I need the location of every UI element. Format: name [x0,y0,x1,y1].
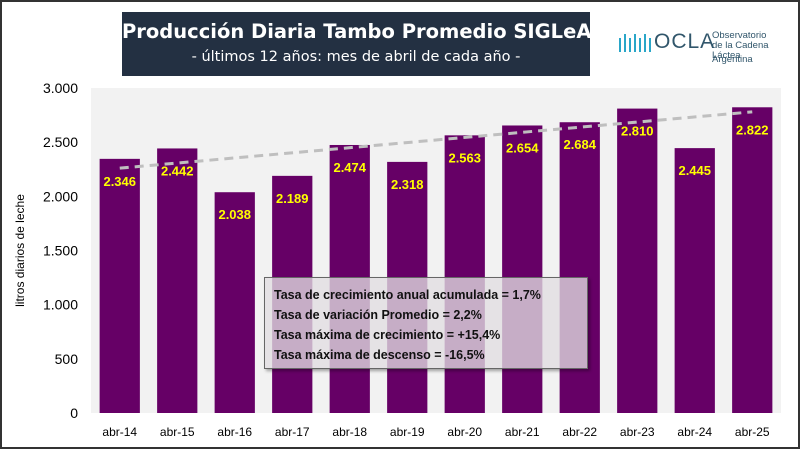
stat-avg-variation: Tasa de variación Promedio = 2,2% [274,308,482,322]
x-tick-label: abr-15 [160,425,195,439]
bar [214,192,255,413]
y-tick-label: 1.500 [43,243,78,259]
data-label: 2.474 [333,160,366,175]
data-label: 2.654 [506,140,539,155]
logo-name: OCLA [654,30,716,53]
y-tick-label: 0 [70,405,78,421]
bar [502,125,543,413]
data-label: 2.346 [103,174,136,189]
logo-description: Observatorio de la Cadena Láctea [712,31,788,61]
trend-line [119,110,753,170]
bar [732,107,773,414]
chart-subtitle: - últimos 12 años: mes de abril de cada … [191,49,521,65]
y-tick-label: 2.000 [43,188,78,204]
bar [157,148,198,413]
data-label: 2.822 [736,122,769,137]
data-label: 2.684 [563,137,596,152]
stat-max-growth: Tasa máxima de crecimiento = +15,4% [274,328,501,342]
y-tick-label: 3.000 [43,80,78,96]
chart-title: Producción Diaria Tambo Promedio SIGLeA [122,20,592,43]
title-banner: Producción Diaria Tambo Promedio SIGLeA … [122,12,592,76]
stat-max-decline: Tasa máxima de descenso = -16,5% [274,348,485,362]
x-tick-label: abr-17 [275,425,310,439]
x-tick-label: abr-20 [447,425,482,439]
x-tick-label: abr-21 [505,425,540,439]
data-label: 2.318 [391,177,424,192]
y-tick-label: 1.000 [43,297,78,313]
logo-line3: Argentina [712,54,753,65]
x-tick-label: abr-24 [677,425,712,439]
x-tick-label: abr-23 [620,425,655,439]
data-label: 2.038 [218,207,251,222]
data-label: 2.189 [276,191,309,206]
x-tick-label: abr-22 [562,425,597,439]
bar [99,158,140,413]
stat-cagr: Tasa de crecimiento anual acumulada = 1,… [274,288,541,302]
x-tick-label: abr-18 [332,425,367,439]
milk-drop-icon [619,34,651,52]
x-tick-label: abr-14 [102,425,137,439]
bar [444,135,485,413]
ocla-logo: OCLA Observatorio de la Cadena Láctea Ar… [618,28,788,68]
bar [674,148,715,413]
stats-annotation-box: Tasa de crecimiento anual acumulada = 1,… [264,277,588,369]
y-axis-title: litros diarios de leche [13,194,27,307]
x-tick-label: abr-16 [217,425,252,439]
y-tick-label: 2.500 [43,134,78,150]
x-tick-label: abr-25 [735,425,770,439]
data-label: 2.810 [621,124,654,139]
bar [559,122,600,413]
logo-line2: de la Cadena Láctea [712,40,769,61]
data-label: 2.445 [678,163,711,178]
x-tick-label: abr-19 [390,425,425,439]
y-tick-label: 500 [55,351,79,367]
logo-line1: Observatorio [712,30,767,41]
bar [617,108,658,413]
data-label: 2.442 [161,163,194,178]
data-label: 2.563 [448,150,481,165]
